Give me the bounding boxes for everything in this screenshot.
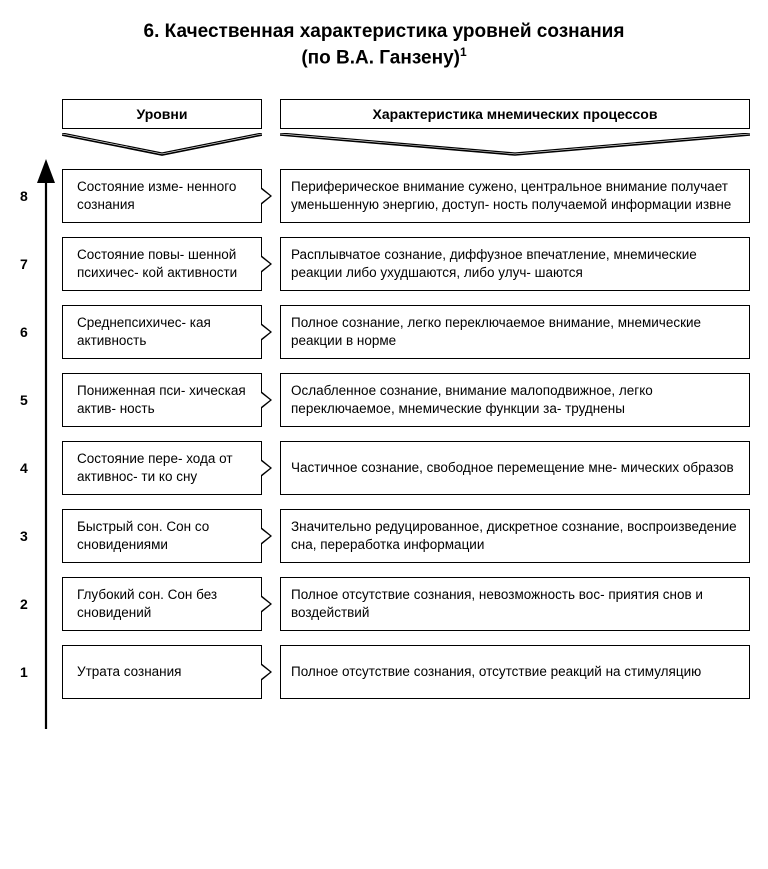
- description-box: Расплывчатое сознание, диффузное впечатл…: [280, 237, 750, 291]
- description-box: Значительно редуцированное, дискретное с…: [280, 509, 750, 563]
- page-title: 6. Качественная характеристика уровней с…: [18, 20, 750, 71]
- level-box: Утрата сознания: [62, 645, 262, 699]
- level-number: 1: [20, 664, 28, 680]
- left-column: Уровни Состояние изме- ненного сознанияС…: [62, 99, 262, 699]
- level-box: Состояние пере- хода от активнос- ти ко …: [62, 441, 262, 495]
- description-box: Полное сознание, легко переключаемое вни…: [280, 305, 750, 359]
- description-box: Полное отсутствие сознания, невозможност…: [280, 577, 750, 631]
- level-number: 7: [20, 256, 28, 272]
- title-line1: 6. Качественная характеристика уровней с…: [144, 21, 625, 42]
- header-levels: Уровни: [62, 99, 262, 129]
- right-column: Характеристика мнемических процессов Пер…: [280, 99, 750, 699]
- header-triangle-right: [280, 133, 750, 157]
- content-area: 8 7 6 5 4 3 2 1 Уровни Состояние изме- ненного …: [18, 99, 750, 699]
- level-number: 5: [20, 392, 28, 408]
- level-box: Среднепсихичес- кая активность: [62, 305, 262, 359]
- title-footnote: 1: [460, 45, 467, 59]
- level-box: Глубокий сон. Сон без сновидений: [62, 577, 262, 631]
- description-boxes: Периферическое внимание сужено, централь…: [280, 169, 750, 699]
- header-characteristics: Характеристика мнемических процессов: [280, 99, 750, 129]
- level-box: Состояние повы- шенной психичес- кой акт…: [62, 237, 262, 291]
- arrow-column: 8 7 6 5 4 3 2 1: [18, 99, 62, 699]
- level-number: 6: [20, 324, 28, 340]
- columns: Уровни Состояние изме- ненного сознанияС…: [62, 99, 750, 699]
- level-boxes: Состояние изме- ненного сознания Состояни…: [62, 169, 262, 699]
- description-box: Частичное сознание, свободное перемещени…: [280, 441, 750, 495]
- title-line2: (по В.А. Ганзену): [301, 47, 460, 68]
- level-numbers: 8 7 6 5 4 3 2 1: [20, 159, 34, 729]
- level-number: 4: [20, 460, 28, 476]
- description-box: Полное отсутствие сознания, отсутствие р…: [280, 645, 750, 699]
- level-number: 8: [20, 188, 28, 204]
- level-box: Состояние изме- ненного сознания: [62, 169, 262, 223]
- level-number: 2: [20, 596, 28, 612]
- level-number: 3: [20, 528, 28, 544]
- level-box: Пониженная пси- хическая актив- ность: [62, 373, 262, 427]
- level-box: Быстрый сон. Сон со сновидениями: [62, 509, 262, 563]
- description-box: Периферическое внимание сужено, централь…: [280, 169, 750, 223]
- description-box: Ослабленное сознание, внимание малоподви…: [280, 373, 750, 427]
- header-triangle-left: [62, 133, 262, 157]
